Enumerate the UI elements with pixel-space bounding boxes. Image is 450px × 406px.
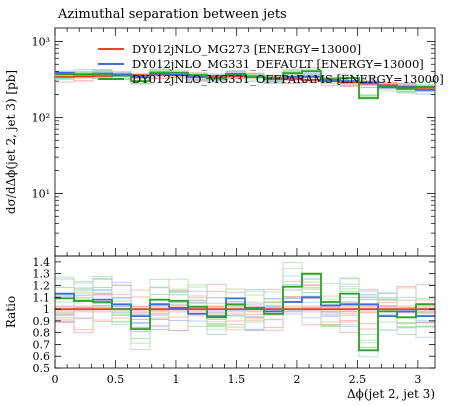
x-tick-label: 2 (293, 373, 300, 386)
x-tick-label: 1.5 (228, 373, 246, 386)
ratio-y-tick-label: 0.9 (33, 315, 51, 328)
y-tick-label: 10¹ (32, 187, 50, 200)
ratio-panel: 0.50.60.70.80.911.11.21.31.4 0 0.5 1 1.5 2 2.… (33, 256, 436, 386)
main-y-axis-label: dσ/dΔϕ(jet 2, jet 3) [pb] (4, 70, 18, 214)
ratio-y-tick-label: 1.3 (33, 268, 51, 281)
x-tick-label: 3 (414, 373, 421, 386)
ratio-y-tick-label: 1 (43, 303, 50, 316)
ratio-x-axis: 0 0.5 1 1.5 2 2.5 3 (52, 360, 422, 386)
legend-label-3: DY012jNLO_MG331_OFFPARAMS [ENERGY=13000] (132, 72, 444, 86)
legend-label-1: DY012jNLO_MG273 [ENERGY=13000] (132, 42, 361, 56)
ratio-y-tick-label: 1.4 (33, 256, 51, 269)
x-tick-label: 0 (52, 373, 59, 386)
ratio-y-tick-label: 0.7 (33, 338, 51, 351)
x-tick-label: 0.5 (107, 373, 125, 386)
x-tick-label: 2.5 (349, 373, 367, 386)
ratio-y-tick-label: 1.2 (33, 279, 51, 292)
x-tick-label: 1 (172, 373, 179, 386)
ratio-y-tick-label: 0.6 (33, 350, 51, 363)
legend: DY012jNLO_MG273 [ENERGY=13000]DY012jNLO_… (98, 42, 444, 86)
ratio-y-axis-label: Ratio (4, 296, 18, 328)
y-tick-label: 10² (32, 111, 50, 124)
x-axis-label: Δϕ(jet 2, jet 3) (347, 387, 435, 401)
y-tick-label: 10³ (32, 35, 50, 48)
legend-label-2: DY012jNLO_MG331_DEFAULT [ENERGY=13000] (132, 57, 424, 71)
chart-title: Azimuthal separation between jets (57, 7, 287, 22)
main-panel: 10¹ 10² 10³ DY012jNLO_MG273 [ENERGY=13000]… (32, 28, 444, 256)
ratio-y-tick-label: 1.1 (33, 291, 51, 304)
ratio-y-tick-label: 0.5 (33, 362, 51, 375)
ratio-y-tick-label: 0.8 (33, 327, 51, 340)
